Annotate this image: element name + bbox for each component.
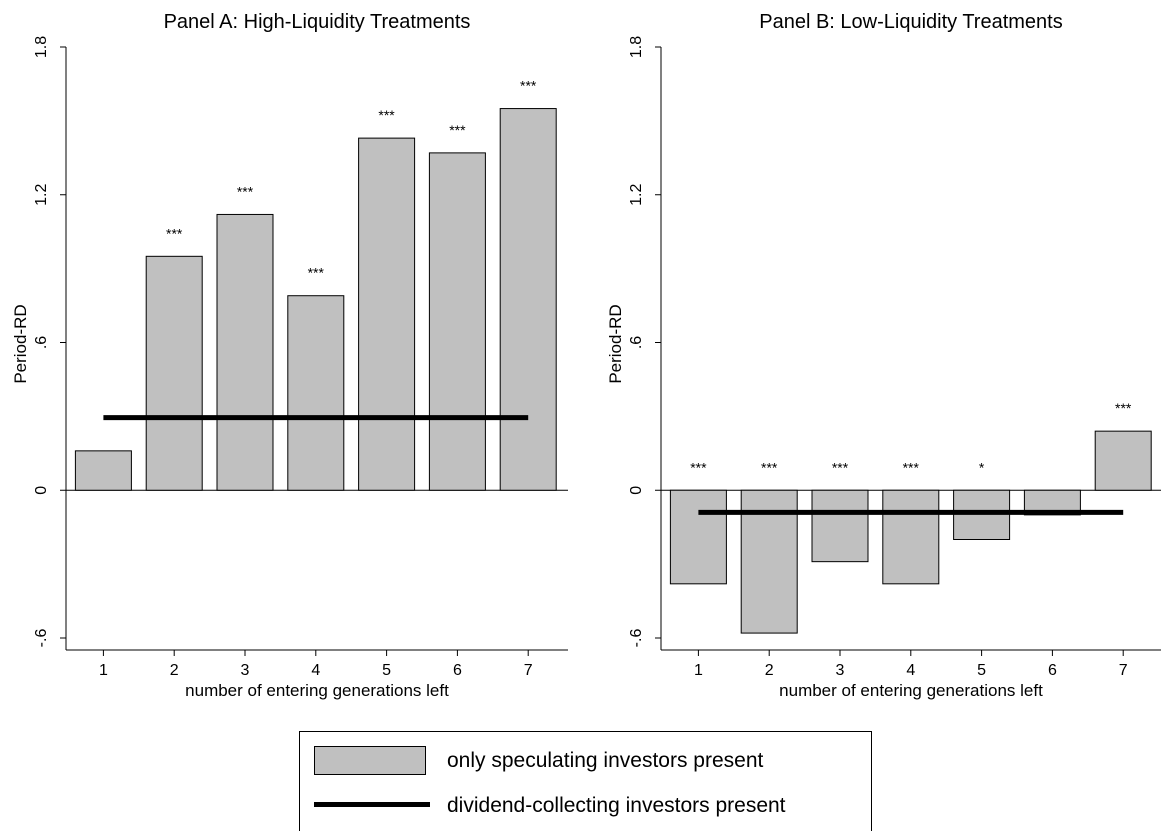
x-axis-title: number of entering generations left [779,681,1043,700]
bar [216,213,274,491]
y-tick-label: .6 [628,336,645,349]
y-tick-label: .6 [33,336,50,349]
y-tick-label: 1.2 [628,184,645,206]
significance-stars: *** [520,78,537,94]
bar [145,255,203,491]
y-tick-label: -.6 [628,629,645,648]
significance-stars: *** [237,183,254,199]
y-tick-label: -.6 [33,629,50,648]
x-tick-label: 2 [170,662,179,679]
panel-b: Panel B: Low-Liquidity Treatments 1.8 1.2.… [606,11,1161,700]
x-tick-label: 4 [311,662,320,679]
significance-stars: *** [690,459,707,475]
x-tick-label: 7 [1119,662,1128,679]
legend-bar-swatch [314,746,426,775]
y-tick-label: 0 [628,486,645,495]
bar [74,450,132,491]
significance-stars: *** [761,459,778,475]
significance-stars: * [979,459,985,475]
x-tick-label: 3 [836,662,845,679]
y-tick-label: 1.8 [33,36,50,58]
x-axis-title: number of entering generations left [185,681,449,700]
legend-line-label: dividend-collecting investors present [447,794,786,817]
chart-title: Panel B: Low-Liquidity Treatments [759,11,1063,33]
significance-stars: *** [903,459,920,475]
significance-stars: *** [308,265,325,281]
y-tick-label: 1.8 [628,36,645,58]
y-tick-label: 0 [33,486,50,495]
x-tick-label: 1 [694,662,703,679]
bar [1094,430,1152,491]
significance-stars: *** [449,122,466,138]
y-axis-title: Period-RD [606,304,625,383]
legend: only speculating investors present divid… [299,731,872,831]
x-tick-label: 5 [382,662,391,679]
bar [358,137,416,491]
x-tick-label: 3 [241,662,250,679]
bar [287,295,345,491]
y-tick-label: 1.2 [33,184,50,206]
significance-stars: *** [1115,400,1132,416]
bar [499,108,557,491]
significance-stars: *** [166,225,183,241]
chart-title: Panel A: High-Liquidity Treatments [164,11,471,33]
significance-stars: *** [832,459,849,475]
x-tick-label: 5 [977,662,986,679]
x-tick-label: 4 [906,662,915,679]
x-tick-label: 2 [765,662,774,679]
x-tick-label: 1 [99,662,108,679]
bar [669,489,727,585]
bar [811,489,869,563]
legend-line-swatch [314,802,430,807]
bar [428,152,486,491]
panel-a: Panel A: High-Liquidity Treatments 1.8 1.2… [11,11,568,700]
x-tick-label: 7 [524,662,533,679]
bar [882,489,940,585]
legend-bar-label: only speculating investors present [447,749,764,772]
y-axis-title: Period-RD [11,304,30,383]
significance-stars: *** [378,107,395,123]
x-tick-label: 6 [1048,662,1057,679]
x-tick-label: 6 [453,662,462,679]
